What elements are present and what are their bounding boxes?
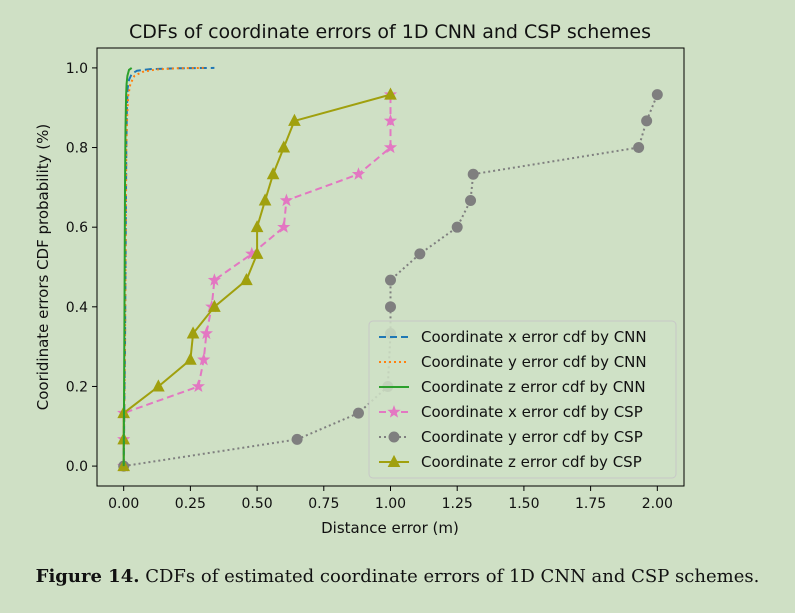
series-6 xyxy=(117,87,397,472)
series-2 xyxy=(122,66,204,467)
x-tick-label: 1.00 xyxy=(375,496,406,512)
data-point xyxy=(186,326,200,339)
legend-label: Coordinate y error cdf by CNN xyxy=(421,353,647,371)
data-point xyxy=(250,220,264,233)
series-line xyxy=(122,66,215,467)
data-point xyxy=(465,195,477,207)
y-tick-label: 0.4 xyxy=(66,300,88,316)
data-point xyxy=(384,87,397,100)
legend-label: Coordinate x error cdf by CSP xyxy=(421,403,643,421)
data-point xyxy=(451,221,463,233)
data-point xyxy=(191,379,205,393)
y-tick-label: 0.0 xyxy=(66,459,88,475)
data-point xyxy=(152,379,165,392)
data-point xyxy=(184,352,197,365)
legend-entry: Coordinate z error cdf by CNN xyxy=(379,378,646,396)
series-line xyxy=(122,94,392,467)
legend-entry: Coordinate y error cdf by CNN xyxy=(379,353,647,371)
x-axis-label: Distance error (m) xyxy=(321,519,459,537)
x-tick-label: 0.25 xyxy=(175,496,206,512)
series-line xyxy=(122,66,204,467)
data-point xyxy=(467,168,479,180)
data-point xyxy=(240,273,253,286)
x-tick-label: 2.00 xyxy=(642,496,673,512)
data-point xyxy=(385,301,396,313)
data-point xyxy=(277,140,291,153)
legend-marker xyxy=(387,454,401,467)
caption-text: CDFs of estimated coordinate errors of 1… xyxy=(145,566,760,587)
y-tick-label: 1.0 xyxy=(66,61,88,77)
legend-entry: Coordinate y error cdf by CSP xyxy=(379,428,643,446)
data-point xyxy=(208,299,221,312)
caption-label: Figure 14. xyxy=(35,566,140,587)
legend-label: Coordinate z error cdf by CSP xyxy=(421,453,642,471)
axis-ticks: 0.00 0.25 0.50 0.75 1.00 1.25 1.50 1.75 2.00 0.0 0… xyxy=(66,61,673,512)
y-tick-label: 0.2 xyxy=(66,379,88,395)
x-tick-label: 1.50 xyxy=(508,496,539,512)
y-tick-label: 0.6 xyxy=(66,220,88,236)
data-point xyxy=(651,89,663,101)
series-3 xyxy=(122,67,133,467)
legend: Coordinate x error cdf by CNN Coordinate … xyxy=(368,320,677,479)
data-point xyxy=(414,248,426,260)
figure-caption: Figure 14. CDFs of estimated coordinate … xyxy=(0,566,795,587)
data-point xyxy=(250,246,264,259)
data-point xyxy=(383,113,398,127)
data-point xyxy=(351,167,366,180)
data-point xyxy=(279,193,294,207)
data-point xyxy=(383,140,398,154)
data-point xyxy=(258,193,272,206)
data-point xyxy=(199,326,213,340)
data-point xyxy=(197,352,211,366)
x-tick-label: 0.00 xyxy=(108,496,139,512)
y-axis-label: Cooridinate errors CDF probability (%) xyxy=(34,124,52,411)
data-point xyxy=(352,407,364,419)
y-tick-label: 0.8 xyxy=(66,141,88,157)
x-tick-label: 0.50 xyxy=(242,496,273,512)
legend-entry: Coordinate x error cdf by CNN xyxy=(379,328,647,346)
x-tick-label: 0.75 xyxy=(308,496,339,512)
legend-label: Coordinate x error cdf by CNN xyxy=(421,328,647,346)
data-point xyxy=(207,273,221,286)
legend-entry: Coordinate x error cdf by CSP xyxy=(379,403,643,421)
data-point xyxy=(641,115,653,127)
x-tick-label: 1.25 xyxy=(442,496,473,512)
legend-marker xyxy=(387,405,401,418)
legend-label: Coordinate y error cdf by CSP xyxy=(421,428,643,446)
data-point xyxy=(385,274,396,286)
legend-marker xyxy=(388,431,400,443)
data-point xyxy=(277,220,291,233)
legend-entry: Coordinate z error cdf by CSP xyxy=(379,453,642,471)
x-tick-label: 1.75 xyxy=(575,496,606,512)
data-point xyxy=(633,142,645,154)
data-point xyxy=(291,433,303,445)
series-line xyxy=(122,67,133,467)
legend-label: Coordinate z error cdf by CNN xyxy=(421,378,646,396)
series-line xyxy=(122,93,391,467)
data-point xyxy=(266,167,280,180)
chart-title: CDFs of coordinate errors of 1D CNN and … xyxy=(129,21,651,43)
series-1 xyxy=(122,66,215,467)
legend-box xyxy=(368,320,677,479)
data-point xyxy=(288,113,301,126)
